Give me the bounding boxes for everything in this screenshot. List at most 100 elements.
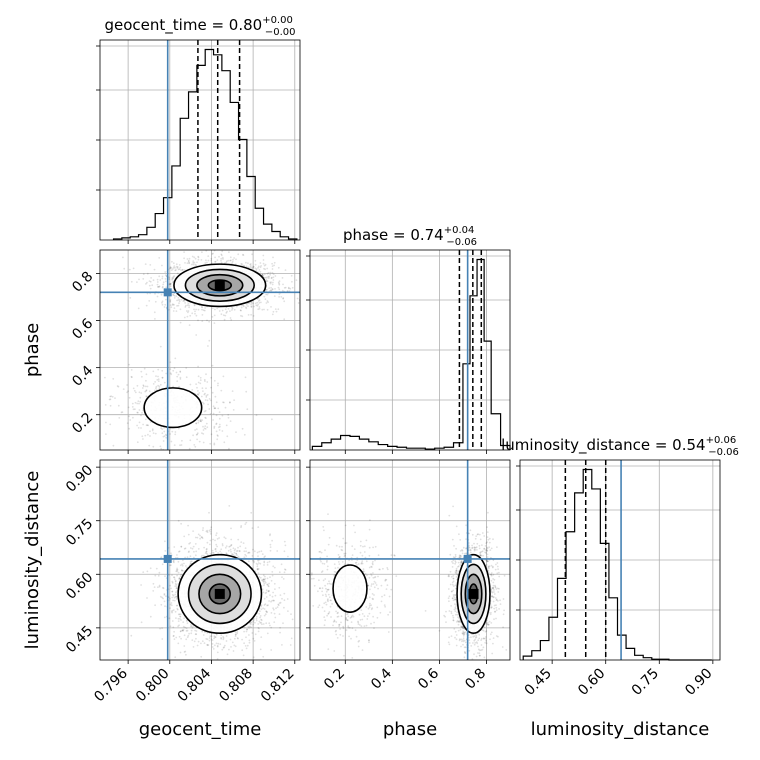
- density-axes-geocent_time-luminosity_distance: [99, 459, 301, 661]
- sample-point: [155, 567, 158, 570]
- sample-point: [186, 636, 189, 639]
- sample-point: [362, 568, 365, 571]
- sample-point: [206, 393, 209, 396]
- sample-point: [138, 421, 141, 424]
- sample-point: [262, 262, 265, 265]
- sample-point: [244, 523, 247, 525]
- sample-point: [240, 263, 243, 265]
- sample-point: [279, 626, 281, 629]
- sample-point: [201, 387, 204, 390]
- sample-point: [224, 406, 227, 409]
- sample-point: [176, 305, 178, 307]
- sample-point: [215, 430, 218, 433]
- sample-point: [197, 393, 200, 396]
- sample-point: [203, 642, 206, 644]
- sample-point: [169, 301, 172, 303]
- sample-point: [155, 375, 157, 377]
- sample-point: [179, 615, 182, 618]
- density-geocent_time-phase: [104, 250, 300, 450]
- sample-point: [234, 633, 237, 636]
- sample-point: [169, 433, 172, 435]
- sample-point: [274, 275, 277, 277]
- sample-point: [280, 563, 283, 566]
- sample-point: [255, 619, 258, 622]
- sample-point: [222, 637, 225, 639]
- sample-point: [190, 632, 193, 635]
- sample-point: [172, 369, 175, 372]
- sample-point: [158, 385, 161, 388]
- sample-point: [174, 431, 177, 433]
- sample-point: [274, 594, 277, 597]
- sample-point: [260, 550, 263, 553]
- sample-point: [249, 263, 252, 266]
- sample-point: [201, 314, 204, 316]
- sample-point: [179, 613, 182, 616]
- sample-point: [178, 300, 181, 303]
- sample-point: [242, 654, 245, 657]
- sample-point: [324, 549, 326, 552]
- sample-point: [151, 428, 154, 431]
- sample-point: [264, 592, 267, 595]
- sample-point: [189, 439, 192, 442]
- sample-point: [197, 533, 200, 536]
- sample-point: [201, 320, 204, 322]
- sample-point: [200, 536, 203, 538]
- sample-point: [149, 287, 152, 290]
- sample-point: [256, 565, 259, 568]
- sample-point: [183, 257, 186, 260]
- sample-point: [244, 376, 247, 379]
- sample-point: [178, 298, 181, 301]
- sample-point: [161, 638, 164, 640]
- sample-point: [212, 648, 215, 650]
- sample-point: [204, 399, 207, 401]
- sample-point: [138, 278, 140, 281]
- sample-point: [132, 387, 135, 390]
- sample-point: [271, 288, 274, 290]
- sample-point: [165, 286, 168, 289]
- sample-point: [264, 613, 267, 616]
- histogram-geocent_time: [112, 48, 298, 240]
- sample-point: [325, 603, 328, 606]
- sample-point: [231, 553, 233, 555]
- sample-point: [326, 568, 329, 571]
- sample-point: [262, 259, 265, 261]
- sample-point: [278, 293, 281, 295]
- sample-point: [169, 300, 172, 302]
- sample-point: [175, 598, 178, 600]
- sample-point: [214, 395, 217, 398]
- sample-point: [231, 309, 233, 311]
- sample-point: [217, 435, 219, 437]
- sample-point: [207, 644, 210, 646]
- sample-point: [173, 596, 176, 599]
- sample-point: [253, 560, 255, 563]
- sample-point: [386, 568, 389, 571]
- sample-point: [237, 555, 240, 558]
- sample-point: [245, 390, 248, 393]
- sample-point: [286, 598, 289, 600]
- sample-point: [170, 373, 173, 376]
- sample-point: [228, 251, 230, 254]
- sample-point: [195, 334, 198, 336]
- sample-point: [196, 644, 199, 647]
- sample-point: [274, 308, 277, 310]
- sample-point: [176, 567, 179, 570]
- sample-point: [233, 308, 236, 311]
- sample-point: [240, 526, 242, 529]
- sample-point: [245, 636, 247, 639]
- sample-point: [220, 548, 223, 551]
- sample-point: [291, 618, 294, 621]
- sample-point: [146, 272, 149, 275]
- sample-point: [199, 379, 202, 381]
- sample-point: [222, 636, 225, 638]
- sample-point: [281, 644, 283, 646]
- sample-point: [271, 418, 273, 421]
- sample-point: [198, 662, 200, 664]
- sample-point: [189, 555, 192, 558]
- sample-point: [221, 543, 224, 545]
- sample-point: [169, 283, 172, 285]
- sample-point: [175, 604, 178, 607]
- sample-point: [268, 590, 270, 593]
- sample-point: [214, 548, 217, 551]
- sample-point: [261, 308, 264, 311]
- sample-point: [493, 610, 496, 613]
